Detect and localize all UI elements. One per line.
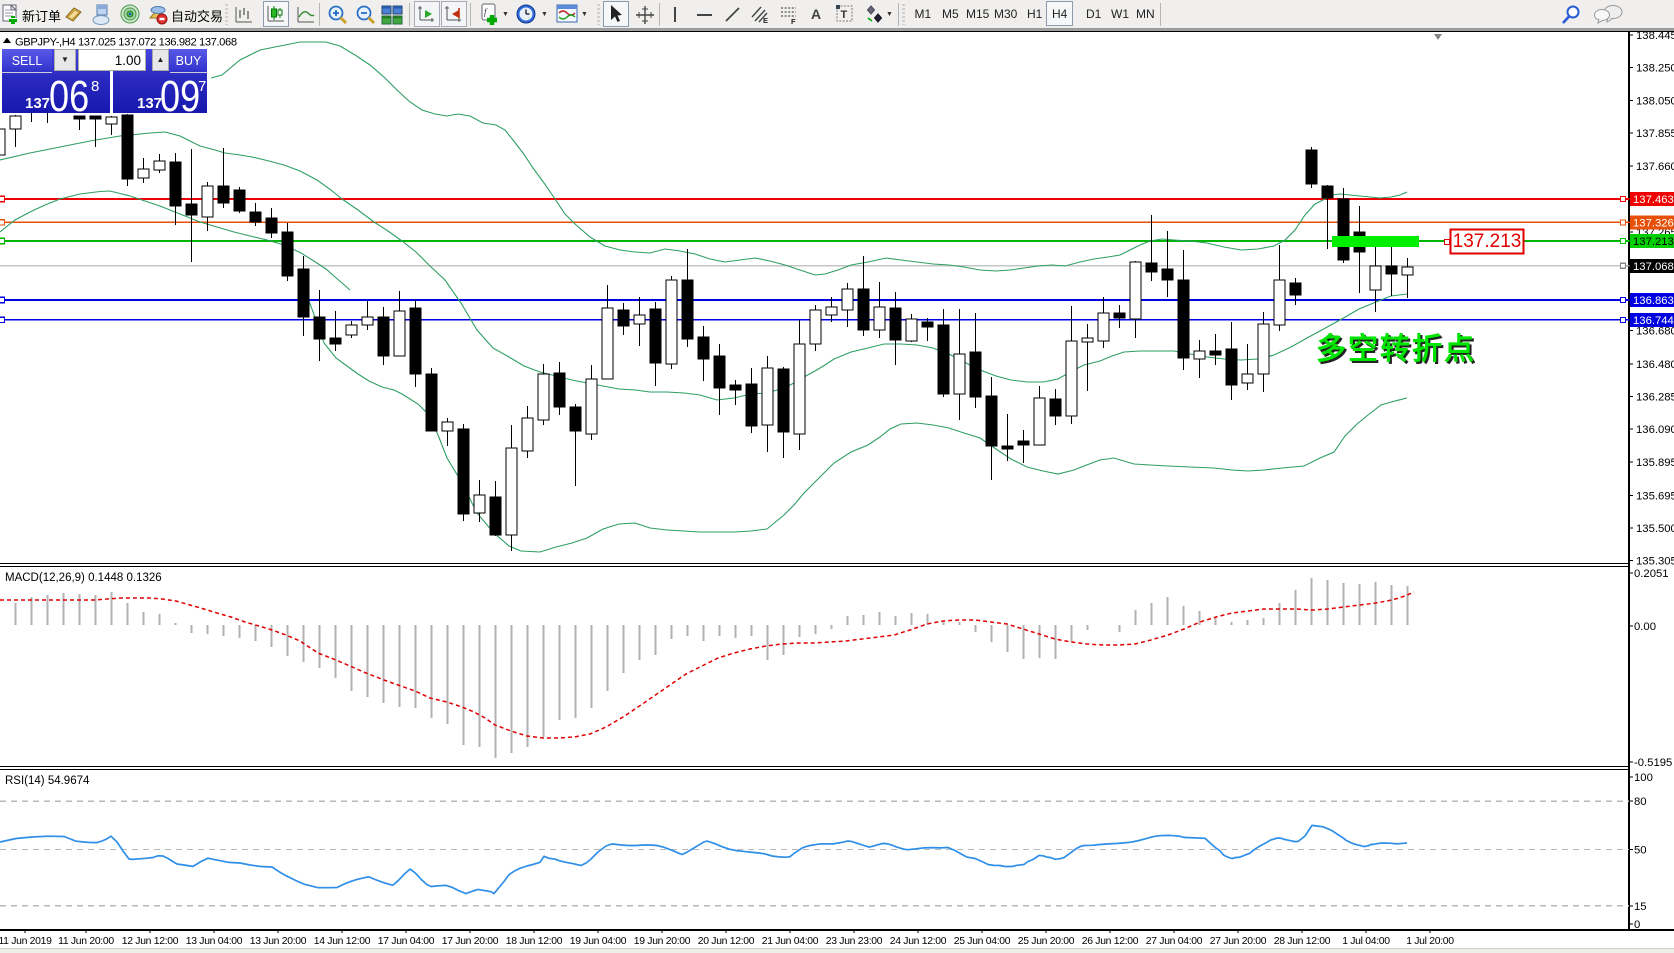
svg-text:25 Jun 04:00: 25 Jun 04:00 — [954, 936, 1011, 947]
svg-text:0.00: 0.00 — [1634, 621, 1656, 633]
svg-text:14 Jun 12:00: 14 Jun 12:00 — [314, 936, 371, 947]
svg-text:137.213: 137.213 — [1633, 236, 1674, 248]
svg-text:136.480: 136.480 — [1636, 359, 1674, 371]
svg-text:24 Jun 12:00: 24 Jun 12:00 — [890, 936, 947, 947]
svg-text:25 Jun 20:00: 25 Jun 20:00 — [1018, 936, 1075, 947]
svg-text:136.863: 136.863 — [1633, 295, 1674, 307]
svg-text:137.326: 137.326 — [1633, 217, 1674, 229]
svg-text:138.050: 138.050 — [1636, 95, 1674, 107]
svg-text:23 Jun 23:00: 23 Jun 23:00 — [826, 936, 883, 947]
svg-text:100: 100 — [1634, 772, 1653, 784]
svg-text:137.213: 137.213 — [1453, 231, 1522, 252]
svg-text:E: E — [763, 16, 768, 25]
svg-text:T: T — [841, 9, 848, 21]
svg-text:1 Jul 20:00: 1 Jul 20:00 — [1406, 936, 1454, 947]
svg-text:26 Jun 12:00: 26 Jun 12:00 — [1082, 936, 1139, 947]
svg-text:13 Jun 20:00: 13 Jun 20:00 — [250, 936, 307, 947]
svg-text:12 Jun 12:00: 12 Jun 12:00 — [122, 936, 179, 947]
svg-text:0: 0 — [1634, 919, 1640, 931]
svg-text:136.744: 136.744 — [1633, 315, 1674, 327]
svg-text:21 Jun 04:00: 21 Jun 04:00 — [762, 936, 819, 947]
svg-text:17 Jun 04:00: 17 Jun 04:00 — [378, 936, 435, 947]
svg-text:17 Jun 20:00: 17 Jun 20:00 — [442, 936, 499, 947]
svg-text:27 Jun 04:00: 27 Jun 04:00 — [1146, 936, 1203, 947]
svg-text:RSI(14) 54.9674: RSI(14) 54.9674 — [5, 775, 90, 787]
svg-text:MACD(12,26,9) 0.1448 0.1326: MACD(12,26,9) 0.1448 0.1326 — [5, 572, 162, 584]
svg-text:135.695: 135.695 — [1636, 490, 1674, 502]
svg-text:138.445: 138.445 — [1636, 30, 1674, 42]
svg-text:135.500: 135.500 — [1636, 523, 1674, 535]
svg-text:0.2051: 0.2051 — [1634, 568, 1669, 580]
svg-text:15: 15 — [1634, 901, 1647, 913]
svg-text:13 Jun 04:00: 13 Jun 04:00 — [186, 936, 243, 947]
svg-text:136.285: 136.285 — [1636, 392, 1674, 404]
svg-text:138.250: 138.250 — [1636, 63, 1674, 75]
svg-text:19 Jun 20:00: 19 Jun 20:00 — [634, 936, 691, 947]
svg-text:f: f — [484, 7, 488, 17]
svg-text:137.068: 137.068 — [1633, 261, 1674, 273]
svg-text:27 Jun 20:00: 27 Jun 20:00 — [1210, 936, 1267, 947]
svg-text:135.305: 135.305 — [1636, 556, 1674, 568]
svg-text:80: 80 — [1634, 796, 1647, 808]
svg-text:136.090: 136.090 — [1636, 424, 1674, 436]
svg-text:F: F — [791, 17, 796, 25]
svg-text:-0.5195: -0.5195 — [1634, 757, 1672, 769]
svg-text:多空转折点: 多空转折点 — [1318, 335, 1478, 368]
svg-text:137.660: 137.660 — [1636, 161, 1674, 173]
svg-text:136.680: 136.680 — [1636, 326, 1674, 338]
svg-text:GBPJPY-,H4 137.025 137.072 13: GBPJPY-,H4 137.025 137.072 136.982 137.0… — [15, 37, 237, 49]
svg-text:多空转折点: 多空转折点 — [1316, 333, 1476, 366]
svg-text:11 Jun 20:00: 11 Jun 20:00 — [58, 936, 114, 947]
svg-text:135.895: 135.895 — [1636, 457, 1674, 469]
svg-text:19 Jun 04:00: 19 Jun 04:00 — [570, 936, 627, 947]
svg-text:20 Jun 12:00: 20 Jun 12:00 — [698, 936, 755, 947]
svg-text:28 Jun 12:00: 28 Jun 12:00 — [1274, 936, 1331, 947]
svg-text:18 Jun 12:00: 18 Jun 12:00 — [506, 936, 563, 947]
svg-text:50: 50 — [1634, 845, 1647, 857]
svg-text:137.463: 137.463 — [1633, 194, 1674, 206]
svg-text:1 Jul 04:00: 1 Jul 04:00 — [1342, 936, 1390, 947]
svg-text:137.855: 137.855 — [1636, 128, 1674, 140]
svg-text:11 Jun 2019: 11 Jun 2019 — [0, 936, 52, 947]
